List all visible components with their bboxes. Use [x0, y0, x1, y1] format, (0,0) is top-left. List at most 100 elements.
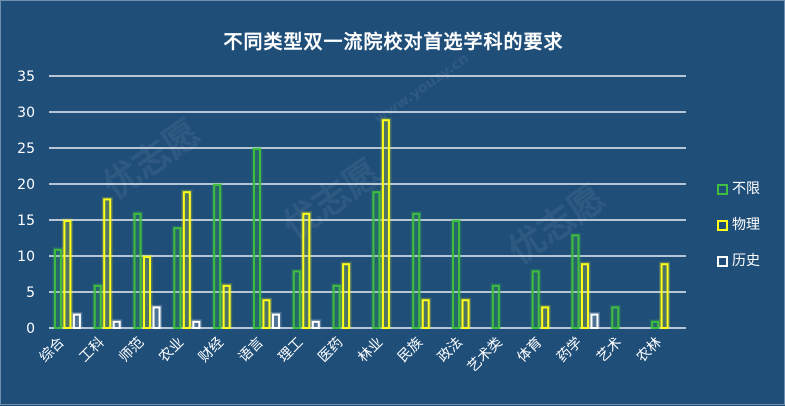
- bar-glow: [420, 297, 432, 328]
- bar-glow: [300, 211, 312, 328]
- bar-glow: [649, 319, 661, 328]
- bar: [292, 270, 301, 329]
- x-tick-label: 民族: [395, 335, 426, 366]
- bar: [182, 191, 191, 329]
- bar: [262, 299, 271, 330]
- bar: [143, 256, 152, 329]
- bar-glow: [260, 297, 272, 328]
- bar: [222, 284, 231, 329]
- legend-item-buxian: 不限: [717, 181, 760, 198]
- bar-glow: [101, 196, 113, 328]
- bar: [192, 320, 201, 329]
- bar: [112, 320, 121, 329]
- y-tick-label: 5: [26, 285, 35, 301]
- x-tick-label: 艺术类: [465, 335, 506, 376]
- bar: [302, 212, 311, 329]
- bar: [311, 320, 320, 329]
- bar-glow: [171, 225, 183, 328]
- legend-label: 不限: [732, 181, 760, 197]
- y-tick-label: 15: [17, 213, 35, 229]
- bar: [412, 212, 421, 329]
- x-tick-label: 农林: [634, 335, 665, 366]
- bar-glow: [71, 312, 83, 328]
- bar-glow: [52, 247, 64, 328]
- y-tick-label: 30: [17, 105, 35, 121]
- bar-glow: [569, 232, 581, 328]
- y-tick-label: 10: [17, 249, 35, 265]
- bar: [421, 299, 430, 330]
- bar: [72, 313, 81, 330]
- bar-glow: [310, 319, 322, 328]
- bar: [571, 234, 580, 329]
- legend-label: 历史: [732, 253, 760, 269]
- y-tick-label: 0: [26, 321, 35, 337]
- bar: [93, 284, 102, 329]
- bar: [213, 184, 222, 329]
- legend: 不限 物理 历史: [717, 181, 760, 289]
- bar-glow: [490, 283, 502, 328]
- bar: [252, 148, 261, 329]
- x-tick-label: 语言: [236, 335, 267, 366]
- bar-glow: [340, 261, 352, 328]
- y-tick-label: 35: [17, 69, 35, 85]
- bar-glow: [331, 283, 343, 328]
- bar: [342, 263, 351, 330]
- x-tick-label: 综合: [37, 335, 68, 366]
- bar: [660, 263, 669, 330]
- gridlines: [49, 75, 686, 329]
- bar-glow: [221, 283, 233, 328]
- legend-swatch: [717, 184, 728, 195]
- bar-glow: [291, 268, 303, 328]
- bar: [63, 220, 72, 329]
- x-tick-label: 农业: [156, 335, 187, 366]
- x-tick-label: 师范: [116, 334, 148, 366]
- bar: [580, 263, 589, 330]
- x-tick-label: 理工: [275, 335, 306, 366]
- bar-glow: [460, 297, 472, 328]
- x-tick-label: 艺术: [594, 335, 625, 366]
- bar: [372, 191, 381, 329]
- bar: [491, 284, 500, 329]
- bar: [461, 299, 470, 330]
- legend-item-wuli: 物理: [717, 217, 760, 234]
- bar-glow: [659, 261, 671, 328]
- x-tick-label: 体育: [514, 335, 545, 366]
- bar-glow: [380, 117, 392, 328]
- x-tick-label: 工科: [76, 335, 107, 366]
- legend-swatch: [717, 256, 728, 267]
- bar-glow: [61, 218, 73, 328]
- chart-title: 不同类型双一流院校对首选学科的要求: [223, 31, 564, 53]
- bar: [452, 220, 461, 329]
- bar-glow: [530, 268, 542, 328]
- bar-glow: [211, 182, 223, 328]
- x-tick-label: 医药: [315, 335, 346, 366]
- bar: [133, 212, 142, 329]
- legend-swatch: [717, 220, 728, 231]
- bar-glow: [588, 312, 600, 328]
- y-tick-label: 25: [17, 141, 35, 157]
- y-tick-label: 20: [17, 177, 35, 193]
- bar: [152, 306, 161, 329]
- bar-glow: [190, 319, 202, 328]
- x-tick-label: 财经: [196, 335, 227, 366]
- bar-glow: [450, 218, 462, 328]
- bar-glow: [579, 261, 591, 328]
- bars: [52, 117, 671, 330]
- bar-glow: [151, 304, 163, 328]
- bar: [590, 313, 599, 330]
- bar: [541, 306, 550, 329]
- bar-glow: [251, 146, 263, 328]
- bar-glow: [370, 189, 382, 328]
- bar: [103, 198, 112, 329]
- bar-glow: [410, 211, 422, 328]
- bar-glow: [181, 189, 193, 328]
- bar-glow: [539, 304, 551, 328]
- bar-glow: [270, 312, 282, 328]
- legend-item-lishi: 历史: [717, 253, 760, 270]
- y-tick-labels: 0 5 10 15 20 25 30 35: [17, 69, 35, 337]
- bar-glow: [141, 254, 153, 328]
- bar: [53, 248, 62, 329]
